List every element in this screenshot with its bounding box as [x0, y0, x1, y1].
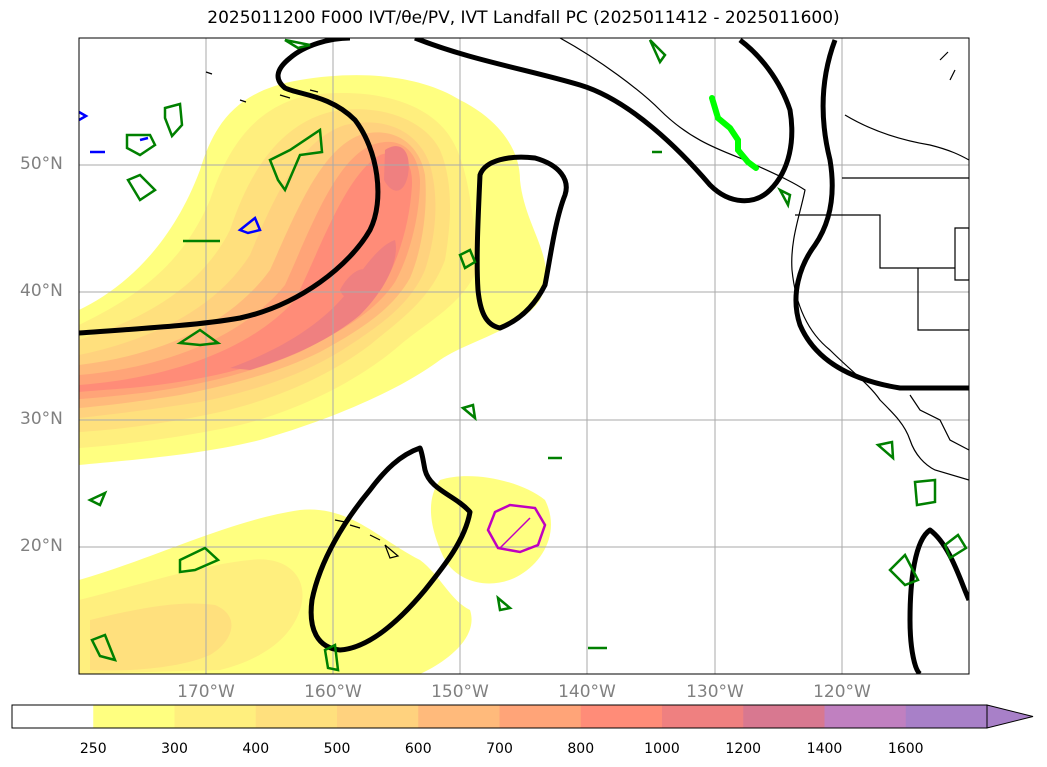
lon-tick-label: 130°W [686, 682, 744, 702]
colorbar-swatch [743, 705, 825, 728]
lon-tick-label: 140°W [558, 682, 616, 702]
colorbar [11, 704, 1034, 729]
colorbar-tick-label: 300 [161, 741, 188, 757]
ivt-400-south-region [90, 603, 232, 671]
colorbar-swatch [174, 705, 257, 728]
lon-tick-label: 160°W [304, 682, 362, 702]
lon-tick-label: 170°W [177, 682, 235, 702]
ivt-1000-region [230, 146, 409, 370]
colorbar-tick-label: 1000 [644, 741, 680, 757]
lat-tick-label: 20°N [20, 536, 63, 556]
lat-tick-label: 50°N [20, 154, 63, 174]
colorbar-tick-label: 1200 [725, 741, 762, 757]
coastline [205, 38, 969, 559]
ivt-700-region [79, 141, 420, 399]
colorbar-swatch [905, 705, 988, 728]
theta-e-contour-se [907, 527, 969, 674]
pv-contours [87, 38, 968, 672]
colorbar-outline [11, 704, 988, 729]
map-title: 2025011200 F000 IVT/θe/PV, IVT Landfall … [207, 8, 840, 28]
lat-tick-label: 30°N [20, 409, 63, 429]
colorbar-tick-label: 800 [567, 741, 595, 757]
theta-e-contour-east [793, 39, 969, 391]
theta-e-contours [79, 38, 969, 674]
colorbar-tick-label: 700 [486, 741, 513, 757]
lon-tick-label: 120°W [813, 682, 871, 702]
blue-contours [79, 110, 262, 235]
colorbar-swatch [662, 705, 744, 728]
colorbar-tick-label: 1600 [887, 741, 924, 757]
colorbar-swatch [418, 705, 500, 728]
colorbar-swatch [93, 705, 175, 728]
colorbar-swatch [337, 705, 419, 728]
lat-tick-label: 40°N [20, 281, 63, 301]
theta-e-contour-loop [474, 154, 569, 331]
colorbar-swatch [580, 705, 663, 728]
colorbar-swatch [499, 705, 582, 728]
theta-e-contour-south [308, 445, 473, 653]
colorbar-tick-label: 250 [79, 741, 107, 757]
map-frame [78, 37, 970, 675]
theta-e-contour-ridge [414, 38, 795, 204]
theta-e-contour-north [79, 38, 381, 336]
landfall-pc-line [709, 95, 759, 171]
colorbar-tick-label: 400 [242, 741, 270, 757]
magenta-contour [486, 503, 547, 554]
colorbar-tick-label: 600 [404, 741, 432, 757]
colorbar-tick-label: 500 [323, 741, 351, 757]
colorbar-tick-label: 1400 [806, 741, 843, 757]
colorbar-swatch [255, 705, 338, 728]
graticule [79, 38, 969, 674]
colorbar-swatch [12, 705, 94, 728]
colorbar-extend-arrow [986, 704, 1034, 729]
colorbar-swatch [824, 705, 907, 728]
lon-tick-label: 150°W [431, 682, 489, 702]
